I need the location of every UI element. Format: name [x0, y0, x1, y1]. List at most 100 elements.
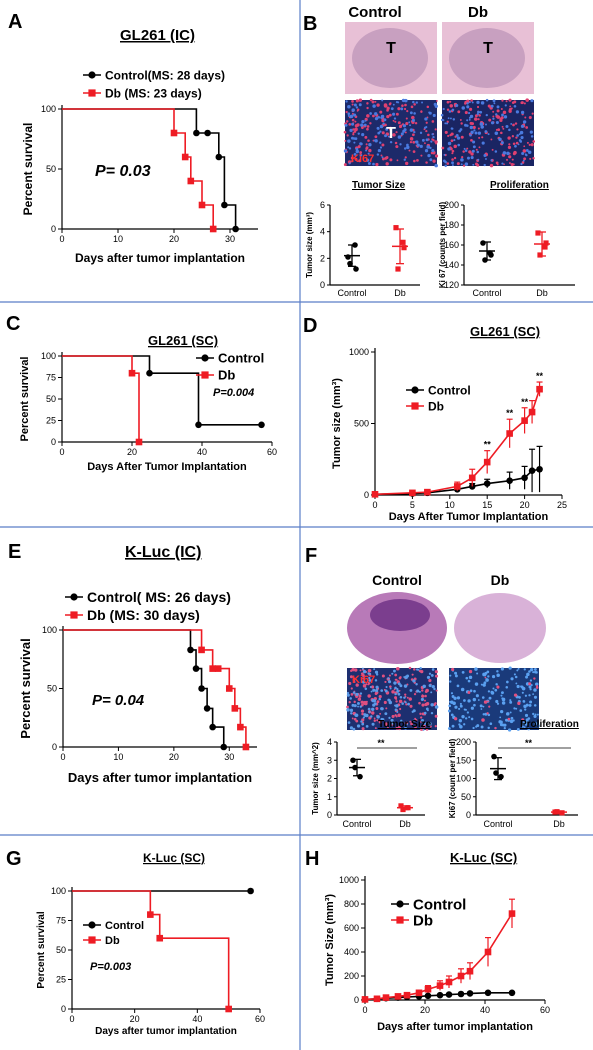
stain-dot [350, 687, 353, 690]
stain-dot [465, 676, 469, 680]
x-tick-label: 30 [224, 752, 234, 762]
stain-dot [411, 133, 415, 137]
legend-label: Db [105, 935, 120, 947]
stain-dot [451, 164, 454, 167]
stain-dot [421, 694, 424, 697]
stain-dot [464, 111, 468, 115]
x-tick-label: 0 [372, 500, 377, 510]
stain-dot [394, 120, 397, 123]
stain-dot [409, 128, 414, 132]
square-marker [70, 611, 78, 619]
stain-dot [421, 703, 425, 707]
stain-dot [372, 699, 377, 703]
stain-dot [425, 138, 429, 142]
stain-dot [469, 121, 473, 125]
stain-dot [475, 725, 478, 728]
stain-dot [524, 722, 528, 726]
circle-marker [232, 225, 239, 233]
x-tick-label: 40 [197, 447, 207, 457]
p-value-annotation: P= 0.04 [92, 692, 145, 709]
series-control: Control( MS: 26 days) [63, 589, 231, 751]
stain-dot [444, 164, 447, 168]
stain-dot [510, 716, 514, 720]
stain-dot [401, 702, 404, 705]
stain-dot [506, 151, 510, 156]
square-marker [156, 934, 164, 942]
stain-dot [400, 719, 403, 723]
stain-dot [512, 142, 516, 145]
stain-dot [434, 140, 438, 144]
stain-dot [367, 152, 370, 155]
stain-dot [372, 162, 375, 166]
stain-dot [475, 694, 479, 698]
stain-dot [474, 117, 478, 121]
circle-marker [195, 421, 202, 429]
stain-dot [350, 136, 354, 140]
x-axis-label: Days after tumor implantation [68, 770, 252, 785]
stain-dot [397, 692, 401, 696]
square-marker [371, 490, 379, 498]
stain-dot [532, 671, 535, 674]
stain-dot [531, 112, 534, 115]
stain-dot [470, 138, 473, 142]
data-point [537, 252, 543, 258]
stain-dot [444, 122, 447, 125]
stain-dot [534, 722, 538, 726]
circle-marker [457, 990, 465, 998]
x-tick-label: 20 [520, 500, 530, 510]
stain-dot [362, 669, 367, 674]
image-label-db: Db [468, 4, 488, 21]
stain-dot [512, 163, 515, 166]
y-tick-label: 160 [444, 240, 459, 250]
data-point [543, 240, 549, 246]
stain-dot [526, 141, 529, 144]
y-tick-label: 120 [444, 280, 459, 290]
stain-dot [508, 143, 511, 146]
stain-dot [491, 148, 494, 151]
square-marker [88, 89, 96, 97]
stain-dot [487, 726, 490, 730]
stain-dot [368, 710, 371, 714]
data-point [401, 245, 407, 251]
stain-dot [466, 156, 470, 160]
series-control: Control [62, 351, 265, 429]
stain-dot [500, 131, 503, 135]
stain-dot [484, 671, 488, 675]
circle-marker [146, 369, 153, 377]
brain-section-db [454, 593, 546, 663]
stain-dot [392, 103, 395, 106]
stain-dot [404, 131, 407, 134]
stain-dot [358, 98, 363, 102]
stain-dot [425, 161, 428, 164]
chart-panel-a: GL261 (IC) 0 10 20 30 0 50 100 Days after tumor … [21, 27, 258, 265]
stain-dot [372, 688, 376, 692]
y-tick-label: 0 [354, 995, 359, 1005]
stain-dot [407, 702, 410, 706]
stain-dot [415, 683, 418, 686]
stain-dot [355, 147, 359, 151]
y-tick-label: 600 [344, 923, 359, 933]
ki67-stain-label: Ki67 [351, 153, 374, 165]
stain-dot [409, 720, 412, 723]
y-tick-label: 100 [41, 351, 56, 361]
stain-dot [410, 105, 414, 109]
stain-dot [518, 695, 521, 699]
stain-dot [456, 684, 460, 688]
stain-dot [469, 689, 473, 693]
stain-dot [521, 151, 525, 156]
square-marker [415, 989, 423, 997]
stain-dot [383, 700, 387, 704]
stain-dot [446, 108, 450, 111]
stain-dot [394, 141, 398, 145]
stain-dot [445, 122, 449, 125]
stain-dot [505, 124, 509, 129]
y-tick-label: 100 [456, 774, 471, 784]
y-tick-label: 1000 [349, 347, 369, 357]
stain-dot [344, 123, 348, 127]
square-marker [209, 225, 217, 233]
stain-dot [527, 150, 532, 154]
stain-dot [343, 149, 348, 153]
stain-dot [528, 115, 532, 120]
stain-dot [426, 145, 430, 149]
stain-dot [532, 140, 536, 143]
